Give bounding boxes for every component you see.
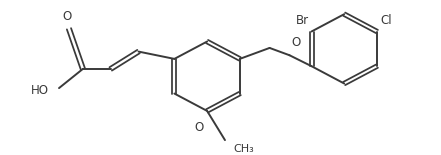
Text: HO: HO: [31, 84, 49, 97]
Text: O: O: [195, 121, 204, 134]
Text: CH₃: CH₃: [233, 144, 254, 154]
Text: Br: Br: [295, 14, 309, 27]
Text: O: O: [62, 10, 71, 23]
Text: O: O: [292, 36, 301, 49]
Text: Cl: Cl: [380, 14, 392, 27]
